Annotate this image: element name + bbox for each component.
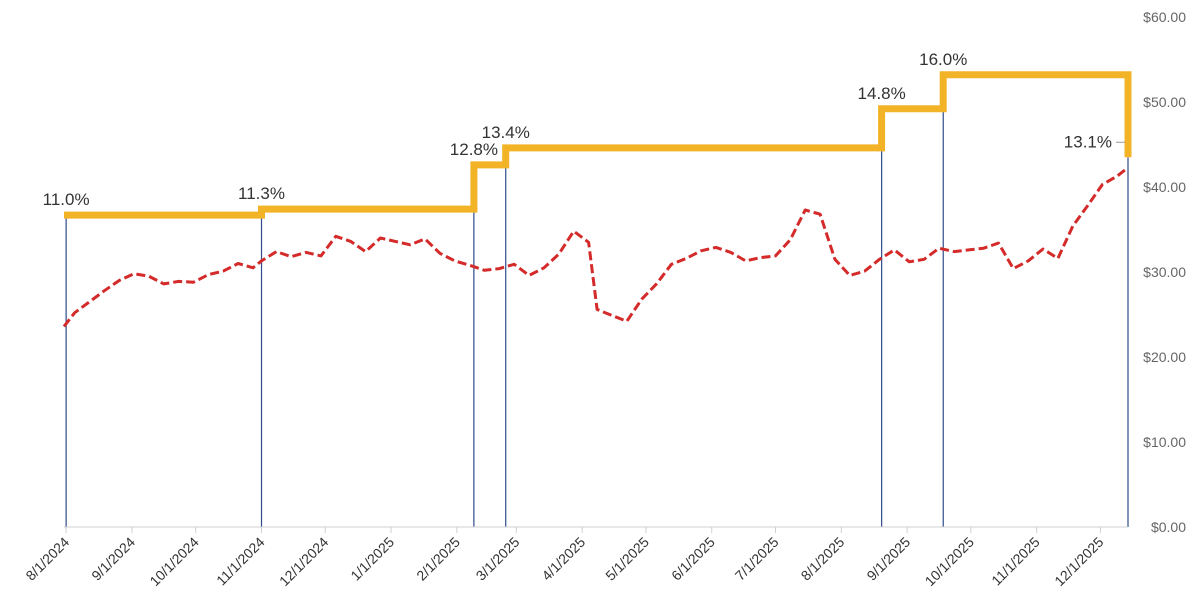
yield-label: 16.0% [919,50,967,69]
series-layer [62,71,1132,328]
annotations: 11.0% 11.3% 12.8%13.4% 14.8% 16.0% 13.1% [43,50,1125,209]
yield-label: 12.8% [450,140,498,159]
y-tick-label: $30.00 [1143,264,1186,280]
x-tick-label: 10/1/2025 [922,534,978,590]
x-tick-label: 8/1/2024 [22,534,72,584]
y-tick-label: $0.00 [1151,519,1186,535]
yield-label: 11.0% [43,190,90,209]
yield-label: 13.4% [482,123,530,142]
x-tick-label: 4/1/2025 [538,534,588,584]
yield-label: 13.1% [1064,132,1112,151]
x-tick-label: 3/1/2025 [473,534,523,584]
y-tick-label: $20.00 [1143,349,1186,365]
yield-step-line [64,71,1132,219]
x-tick-label: 11/1/2024 [213,534,268,589]
yield-label: 14.8% [858,84,906,103]
x-tick-label: 1/1/2025 [347,534,397,584]
x-tick-label: 5/1/2025 [602,534,652,584]
x-tick-label: 6/1/2025 [668,534,718,584]
y-tick-label: $50.00 [1143,94,1186,110]
x-tick-label: 2/1/2025 [413,534,463,584]
yield-label: 11.3% [238,184,285,203]
x-tick-label: 12/1/2024 [276,534,332,590]
x-tick-label: 9/1/2024 [88,534,138,584]
x-axis-ticks: 8/1/2024 9/1/2024 10/1/2024 11/1/2024 12/1/2… [22,527,1107,590]
x-tick-label: 11/1/2025 [988,534,1043,589]
y-tick-label: $60.00 [1143,9,1186,25]
x-tick-label: 10/1/2024 [146,534,202,590]
event-lines [65,74,1129,527]
x-tick-label: 12/1/2025 [1051,534,1107,590]
y-axis-ticks: $0.00 $10.00 $20.00 $30.00 $40.00 $50.00 $60.0… [1143,9,1186,535]
y-tick-label: $10.00 [1143,434,1186,450]
price-line [62,166,1129,328]
x-tick-label: 8/1/2025 [798,534,848,584]
x-tick-label: 7/1/2025 [732,534,782,584]
x-tick-label: 9/1/2025 [863,534,913,584]
y-tick-label: $40.00 [1143,179,1186,195]
